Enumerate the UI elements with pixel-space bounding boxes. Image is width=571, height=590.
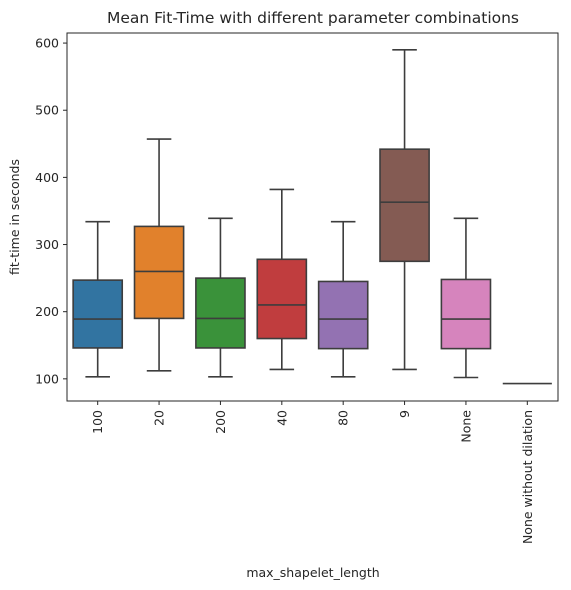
box-none	[440, 217, 492, 379]
box-40	[256, 188, 308, 371]
iqr-box	[317, 280, 369, 350]
iqr-box	[440, 278, 492, 350]
iqr-box	[195, 277, 246, 349]
box-100	[72, 220, 124, 378]
y-tick-label: 100	[35, 371, 59, 386]
iqr-box	[133, 225, 185, 320]
plot-area-frame	[66, 32, 559, 402]
x-axis-label: max_shapelet_length	[246, 565, 379, 580]
chart-title: Mean Fit-Time with different parameter c…	[107, 9, 519, 27]
iqr-box	[379, 148, 430, 263]
x-tick-label: 40	[274, 410, 289, 426]
box-20	[133, 138, 185, 372]
box-80	[317, 220, 369, 378]
x-tick-label: 80	[336, 410, 351, 426]
x-tick-label: None without dilation	[520, 410, 535, 544]
iqr-box	[72, 279, 124, 349]
iqr-box	[256, 258, 308, 340]
y-axis: 100 200 300 400 500 600	[35, 36, 67, 386]
x-tick-label: 9	[397, 410, 412, 418]
x-tick-label: 20	[152, 410, 167, 426]
x-tick-label: 100	[90, 410, 105, 434]
x-tick-label: None	[458, 410, 473, 443]
box-group	[72, 48, 552, 385]
x-tick-label: 200	[213, 410, 228, 434]
box-9	[379, 48, 430, 371]
box-200	[195, 217, 246, 378]
y-tick-label: 200	[35, 304, 59, 319]
y-tick-label: 500	[35, 103, 59, 118]
y-tick-label: 300	[35, 237, 59, 252]
y-tick-label: 600	[35, 36, 59, 51]
y-axis-label: fit-time in seconds	[7, 159, 22, 275]
y-tick-label: 400	[35, 170, 59, 185]
x-axis: 100 20 200 40 80 9 None None without dilation	[90, 401, 535, 544]
